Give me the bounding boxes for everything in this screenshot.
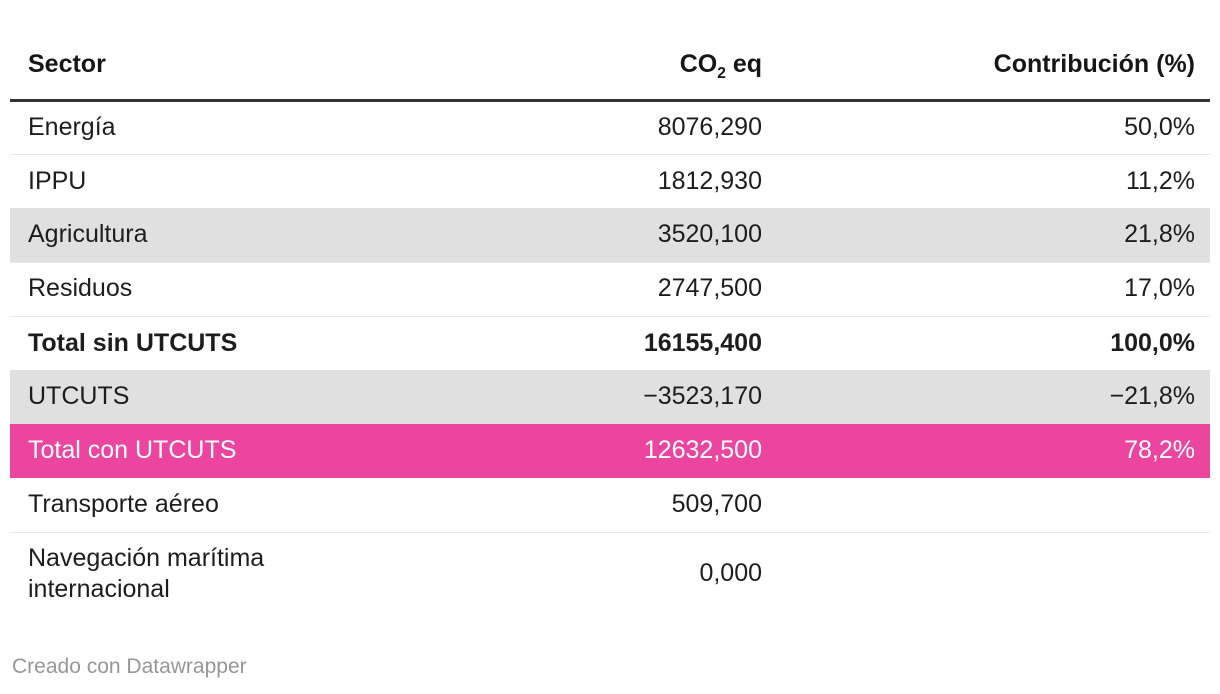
co2-suffix: eq: [725, 49, 762, 78]
cell-contribution: 21,8%: [762, 208, 1210, 262]
cell-contribution: 50,0%: [1124, 112, 1195, 141]
cell-contribution: 100,0%: [762, 315, 1210, 370]
cell-sector: Energía: [28, 112, 116, 141]
cell-sector: IPPU: [10, 153, 325, 208]
datawrapper-credit: Creado con Datawrapper: [12, 655, 247, 678]
table-row: UTCUTS −3523,170 −21,8%: [10, 370, 1210, 424]
cell-co2-eq: 16155,400: [325, 315, 762, 370]
table-row: Transporte aéreo 509,700: [10, 478, 1210, 532]
cell-contribution: 11,2%: [762, 153, 1210, 208]
cell-co2-eq: 0,000: [325, 531, 762, 615]
table-row: Agricultura 3520,100 21,8%: [10, 208, 1210, 262]
cell-sector: Navegación marítima internacional: [10, 531, 325, 615]
table-row: IPPU 1812,930 11,2%: [10, 153, 1210, 208]
cell-contribution: 17,0%: [762, 261, 1210, 316]
cell-contribution: [762, 531, 1210, 615]
table-row: Energía 8076,290 50,0%: [10, 100, 1210, 154]
cell-contribution: −21,8%: [762, 370, 1210, 424]
cell-contribution: [762, 478, 1210, 532]
cell-co2-eq: 1812,930: [325, 153, 762, 208]
header-co2-eq: CO2 eq: [325, 30, 762, 102]
cell-sector: Total sin UTCUTS: [10, 315, 325, 370]
cell-co2-eq: −3523,170: [325, 370, 762, 424]
table-row: Total con UTCUTS 12632,500 78,2%: [10, 424, 1210, 478]
cell-sector: Residuos: [10, 261, 325, 316]
header-row: Sector CO2 eq Contribución (%): [10, 30, 1210, 102]
co2-subscript: 2: [717, 64, 726, 82]
table-row: Residuos 2747,500 17,0%: [10, 261, 1210, 316]
co2-prefix: CO: [679, 49, 718, 78]
cell-co2-eq: 3520,100: [325, 208, 762, 262]
emissions-table-chart: Sector CO2 eq Contribución (%) Energía 80…: [10, 30, 1210, 678]
table-row: Total sin UTCUTS 16155,400 100,0%: [10, 315, 1210, 370]
cell-contribution: 78,2%: [762, 424, 1210, 478]
emissions-table: Sector CO2 eq Contribución (%) Energía 80…: [10, 30, 1210, 615]
cell-co2-eq: 12632,500: [325, 424, 762, 478]
cell-sector: Total con UTCUTS: [10, 424, 325, 478]
cell-sector: Agricultura: [10, 208, 325, 262]
header-contribution: Contribución (%): [762, 30, 1210, 102]
cell-co2-eq: 509,700: [671, 490, 762, 519]
cell-co2-eq: 8076,290: [657, 112, 762, 141]
header-sector: Sector: [10, 30, 325, 102]
cell-sector: UTCUTS: [10, 370, 325, 424]
cell-sector: Transporte aéreo: [28, 490, 219, 519]
table-row: Navegación marítima internacional 0,000: [10, 531, 1210, 615]
cell-co2-eq: 2747,500: [325, 261, 762, 316]
